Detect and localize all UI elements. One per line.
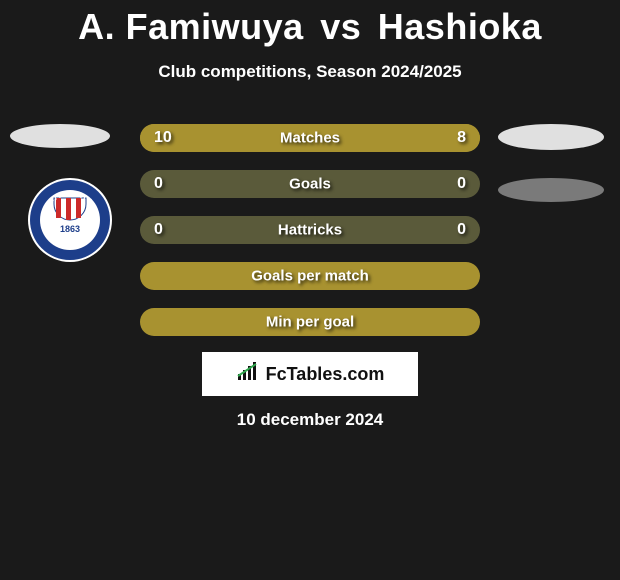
left-placeholder-ellipse: [10, 124, 110, 148]
stat-value-right: 0: [457, 175, 466, 193]
bars-logo-icon: [236, 362, 260, 387]
stat-value-right: 0: [457, 221, 466, 239]
stat-row: Min per goal: [140, 308, 480, 336]
stat-row: Goals per match: [140, 262, 480, 290]
stat-row: Goals 0 0: [140, 170, 480, 198]
title-player1: A. Famiwuya: [78, 6, 304, 47]
stat-value-left: 0: [154, 221, 163, 239]
right-placeholder-ellipse-1: [498, 124, 604, 150]
stat-label: Matches: [280, 130, 340, 147]
title-vs: vs: [314, 6, 367, 47]
stat-row: Hattricks 0 0: [140, 216, 480, 244]
stoke-city-crest-icon: 1863 THE POTTERS STOKE CITY: [28, 178, 112, 262]
branding-text: FcTables.com: [266, 364, 385, 385]
stat-value-left: 0: [154, 175, 163, 193]
stat-label: Goals per match: [251, 268, 369, 285]
stat-label: Min per goal: [266, 314, 354, 331]
stat-label: Goals: [289, 176, 331, 193]
svg-text:1863: 1863: [60, 224, 80, 234]
branding-box: FcTables.com: [202, 352, 418, 396]
club-badge-left: 1863 THE POTTERS STOKE CITY: [28, 178, 112, 262]
comparison-infographic: A. Famiwuya vs Hashioka Club competition…: [0, 0, 620, 580]
stat-value-right: 8: [457, 129, 466, 147]
date-text: 10 december 2024: [0, 410, 620, 430]
stat-row: Matches 10 8: [140, 124, 480, 152]
stat-label: Hattricks: [278, 222, 342, 239]
stats-bars: Matches 10 8 Goals 0 0 Hattricks 0 0 Goals per ma…: [140, 124, 480, 354]
right-placeholder-ellipse-2: [498, 178, 604, 202]
page-title: A. Famiwuya vs Hashioka: [0, 0, 620, 48]
stat-value-left: 10: [154, 129, 172, 147]
subtitle: Club competitions, Season 2024/2025: [0, 62, 620, 82]
title-player2: Hashioka: [378, 6, 542, 47]
